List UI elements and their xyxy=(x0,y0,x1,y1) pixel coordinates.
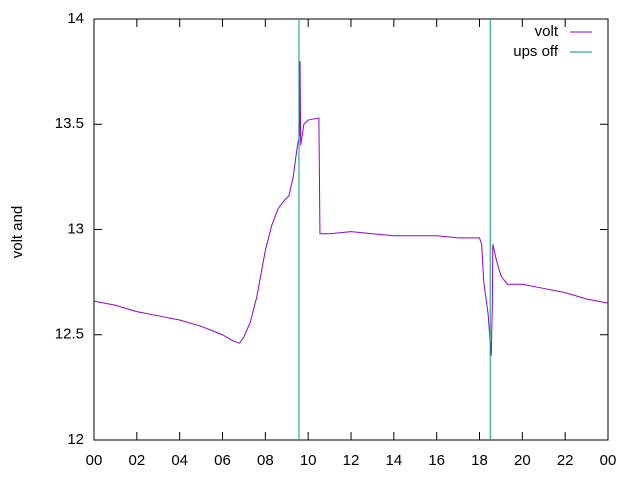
x-tick-label: 10 xyxy=(300,452,317,469)
plot-border xyxy=(93,18,609,441)
y-axis-label: volt and xyxy=(9,206,26,259)
x-tick-label: 02 xyxy=(128,452,145,469)
y-tick-label: 13.5 xyxy=(55,115,84,132)
y-tick-label: 14 xyxy=(67,10,84,27)
x-tick-label: 14 xyxy=(385,452,402,469)
x-tick-label: 18 xyxy=(471,452,488,469)
legend-label: ups off xyxy=(513,43,559,60)
x-tick-label: 12 xyxy=(343,452,360,469)
x-tick-label: 04 xyxy=(171,452,188,469)
x-tick-label: 00 xyxy=(86,452,103,469)
line-series xyxy=(94,61,608,356)
y-tick-label: 12 xyxy=(67,431,84,448)
legend-label: volt xyxy=(535,23,559,40)
x-tick-label: 08 xyxy=(257,452,274,469)
x-tick-label: 22 xyxy=(557,452,574,469)
y-tick-label: 12.5 xyxy=(55,326,84,343)
x-tick-label: 06 xyxy=(214,452,231,469)
x-tick-label: 16 xyxy=(428,452,445,469)
x-tick-label: 00 xyxy=(600,452,617,469)
y-tick-label: 13 xyxy=(67,220,84,237)
x-tick-label: 20 xyxy=(514,452,531,469)
